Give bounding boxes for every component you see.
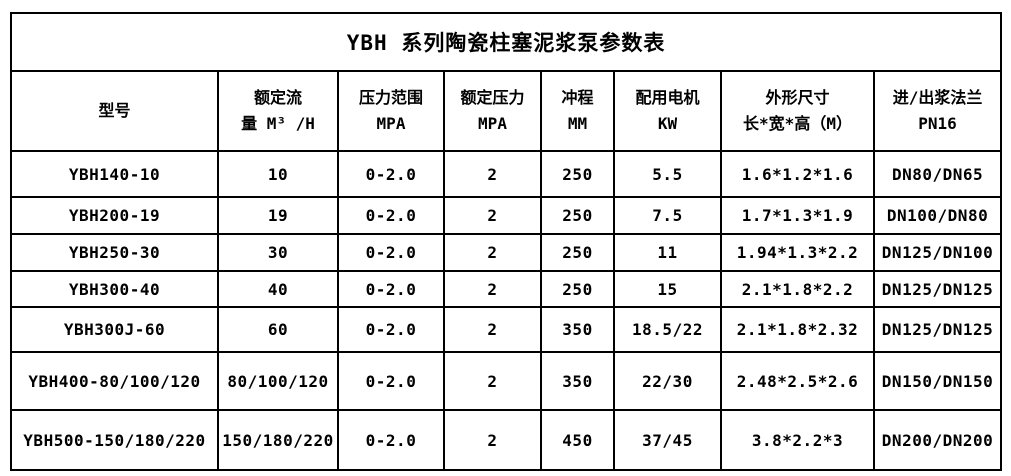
- cell-model: YBH400-80/100/120: [10, 351, 219, 411]
- cell-flange: DN200/DN200: [872, 409, 1003, 471]
- cell-rated-flow: 150/180/220: [217, 409, 339, 471]
- table-row: YBH250-30 30 0-2.0 2 250 11 1.94*1.3*2.2…: [10, 233, 1003, 272]
- title-row: YBH 系列陶瓷柱塞泥浆泵参数表: [9, 12, 1003, 72]
- cell-rated-flow: 40: [217, 270, 339, 308]
- cell-pressure-range: 0-2.0: [337, 351, 445, 411]
- cell-motor-power: 11: [613, 233, 722, 272]
- cell-dimensions: 2.48*2.5*2.6: [720, 351, 875, 411]
- cell-dimensions: 1.6*1.2*1.6: [720, 150, 875, 198]
- cell-rated-flow: 19: [217, 196, 339, 235]
- header-line: 进/出浆法兰: [892, 87, 983, 107]
- header-line: MPA: [376, 114, 406, 133]
- header-line: 额定流: [253, 87, 302, 107]
- cell-motor-power: 7.5: [613, 196, 722, 235]
- header-line: PN16: [918, 114, 957, 133]
- cell-dimensions: 2.1*1.8*2.2: [720, 270, 875, 308]
- table-row: YBH200-19 19 0-2.0 2 250 7.5 1.7*1.3*1.9…: [10, 196, 1003, 235]
- column-header-flange: 进/出浆法兰 PN16: [872, 70, 1003, 152]
- column-header-rated-flow: 额定流量 M³ /H: [217, 70, 339, 152]
- table-row: YBH500-150/180/220 150/180/220 0-2.0 2 4…: [10, 409, 1003, 471]
- header-line: MPA: [478, 114, 507, 133]
- header-row: 型号 额定流量 M³ /H 压力范围 MPA 额定压力 MPA 冲程 MM 配用电机 K…: [10, 70, 1003, 152]
- cell-rated-flow: 80/100/120: [217, 351, 339, 411]
- cell-model: YBH250-30: [10, 233, 219, 272]
- cell-motor-power: 5.5: [613, 150, 722, 198]
- cell-model: YBH500-150/180/220: [10, 409, 219, 471]
- cell-dimensions: 1.7*1.3*1.9: [720, 196, 875, 235]
- header-line: 压力范围: [358, 87, 423, 107]
- cell-model: YBH140-10: [10, 150, 219, 198]
- header-line: MM: [567, 114, 588, 133]
- cell-rated-pressure: 2: [443, 270, 542, 308]
- cell-pressure-range: 0-2.0: [337, 233, 445, 272]
- header-line: 型号: [98, 100, 131, 120]
- cell-rated-flow: 10: [217, 150, 339, 198]
- cell-flange: DN125/DN125: [872, 306, 1003, 353]
- header-line: 额定压力: [460, 87, 525, 107]
- cell-pressure-range: 0-2.0: [337, 150, 445, 198]
- cell-pressure-range: 0-2.0: [337, 270, 445, 308]
- cell-dimensions: 3.8*2.2*3: [720, 409, 875, 471]
- cell-rated-pressure: 2: [443, 351, 542, 411]
- cell-rated-pressure: 2: [443, 233, 542, 272]
- header-line: 量 M³ /H: [241, 114, 315, 133]
- cell-motor-power: 15: [613, 270, 722, 308]
- cell-flange: DN150/DN150: [872, 351, 1003, 411]
- cell-dimensions: 2.1*1.8*2.32: [720, 306, 875, 353]
- cell-dimensions: 1.94*1.3*2.2: [720, 233, 875, 272]
- header-line: 配用电机: [635, 87, 700, 107]
- pump-parameter-table: YBH 系列陶瓷柱塞泥浆泵参数表 型号 额定流量 M³ /H 压力范围 MPA 额…: [9, 12, 1003, 471]
- header-line: 外形尺寸: [765, 87, 830, 107]
- cell-flange: DN100/DN80: [872, 196, 1003, 235]
- column-header-motor-power: 配用电机 KW: [613, 70, 722, 152]
- cell-rated-flow: 30: [217, 233, 339, 272]
- cell-stroke: 250: [540, 270, 615, 308]
- header-line: KW: [657, 114, 678, 133]
- cell-model: YBH300-40: [10, 270, 219, 308]
- column-header-pressure-range: 压力范围 MPA: [337, 70, 445, 152]
- cell-pressure-range: 0-2.0: [337, 306, 445, 353]
- header-line: 冲程: [561, 87, 594, 107]
- column-header-dimensions: 外形尺寸长*宽*高（M）: [720, 70, 875, 152]
- cell-stroke: 250: [540, 233, 615, 272]
- cell-flange: DN125/DN125: [872, 270, 1003, 308]
- cell-stroke: 350: [540, 306, 615, 353]
- table-row: YBH400-80/100/120 80/100/120 0-2.0 2 350…: [10, 351, 1003, 411]
- cell-rated-pressure: 2: [443, 409, 542, 471]
- table-row: YBH300-40 40 0-2.0 2 250 15 2.1*1.8*2.2 …: [10, 270, 1003, 308]
- table-row: YBH300J-60 60 0-2.0 2 350 18.5/22 2.1*1.…: [10, 306, 1003, 353]
- table-row: YBH140-10 10 0-2.0 2 250 5.5 1.6*1.2*1.6…: [10, 150, 1003, 198]
- cell-motor-power: 18.5/22: [613, 306, 722, 353]
- table-title: YBH 系列陶瓷柱塞泥浆泵参数表: [9, 12, 1003, 72]
- cell-stroke: 450: [540, 409, 615, 471]
- cell-pressure-range: 0-2.0: [337, 409, 445, 471]
- cell-flange: DN80/DN65: [872, 150, 1003, 198]
- cell-rated-pressure: 2: [443, 150, 542, 198]
- cell-rated-pressure: 2: [443, 196, 542, 235]
- cell-rated-pressure: 2: [443, 306, 542, 353]
- cell-stroke: 350: [540, 351, 615, 411]
- cell-model: YBH300J-60: [10, 306, 219, 353]
- cell-rated-flow: 60: [217, 306, 339, 353]
- column-header-rated-pressure: 额定压力 MPA: [443, 70, 542, 152]
- cell-motor-power: 22/30: [613, 351, 722, 411]
- cell-stroke: 250: [540, 196, 615, 235]
- cell-flange: DN125/DN100: [872, 233, 1003, 272]
- cell-pressure-range: 0-2.0: [337, 196, 445, 235]
- header-line: 长*宽*高（M）: [743, 114, 852, 133]
- cell-motor-power: 37/45: [613, 409, 722, 471]
- column-header-stroke: 冲程 MM: [540, 70, 615, 152]
- column-header-model: 型号: [10, 70, 219, 152]
- cell-stroke: 250: [540, 150, 615, 198]
- cell-model: YBH200-19: [10, 196, 219, 235]
